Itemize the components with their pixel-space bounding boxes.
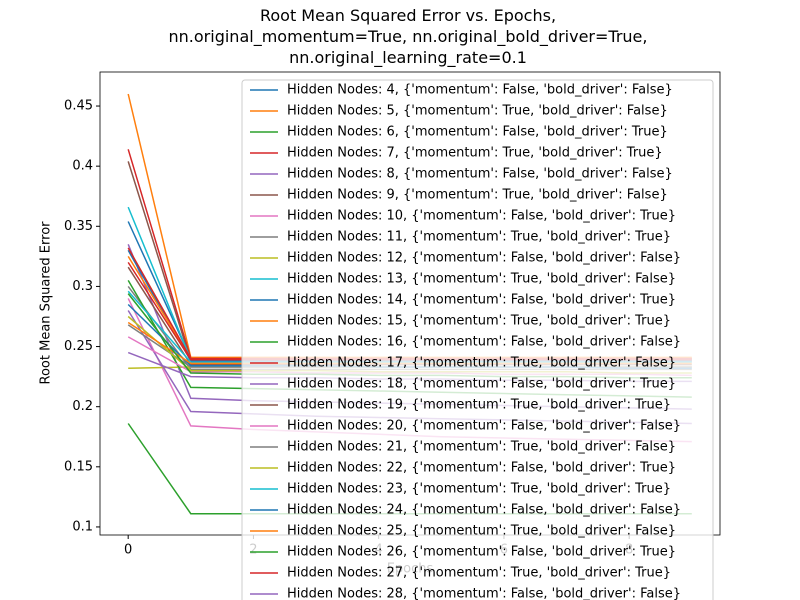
legend-label: Hidden Nodes: 20, {'momentum': False, 'b… [287,419,681,434]
y-tick-label: 0.4 [72,159,93,174]
chart-title: Root Mean Squared Error vs. Epochs, nn.or… [169,6,648,68]
y-tick-label: 0.35 [64,219,93,234]
legend-label: Hidden Nodes: 6, {'momentum': False, 'bo… [287,125,668,140]
x-tick-label: 0 [124,543,132,558]
legend-label: Hidden Nodes: 11, {'momentum': True, 'bo… [287,230,671,245]
legend-label: Hidden Nodes: 9, {'momentum': True, 'bol… [287,188,668,203]
legend-label: Hidden Nodes: 5, {'momentum': True, 'bol… [287,104,668,119]
legend-label: Hidden Nodes: 25, {'momentum': True, 'bo… [287,524,676,539]
legend-label: Hidden Nodes: 28, {'momentum': False, 'b… [287,587,681,600]
legend-box [241,79,714,600]
legend-label: Hidden Nodes: 4, {'momentum': False, 'bo… [287,83,673,98]
legend-label: Hidden Nodes: 14, {'momentum': False, 'b… [287,293,676,308]
y-tick-label: 0.15 [64,459,93,474]
legend-label: Hidden Nodes: 15, {'momentum': True, 'bo… [287,314,671,329]
legend-label: Hidden Nodes: 17, {'momentum': True, 'bo… [287,356,676,371]
legend-label: Hidden Nodes: 22, {'momentum': False, 'b… [287,461,676,476]
legend-label: Hidden Nodes: 24, {'momentum': False, 'b… [287,503,681,518]
y-tick-label: 0.25 [64,339,93,354]
legend-label: Hidden Nodes: 16, {'momentum': False, 'b… [287,335,681,350]
y-axis-label: Root Mean Squared Error [39,221,54,385]
y-tick-label: 0.2 [72,399,93,414]
legend-label: Hidden Nodes: 26, {'momentum': False, 'b… [287,545,676,560]
legend-label: Hidden Nodes: 10, {'momentum': False, 'b… [287,209,676,224]
legend-label: Hidden Nodes: 8, {'momentum': False, 'bo… [287,167,673,182]
legend-label: Hidden Nodes: 7, {'momentum': True, 'bol… [287,146,663,161]
legend-label: Hidden Nodes: 19, {'momentum': True, 'bo… [287,398,671,413]
legend-label: Hidden Nodes: 27, {'momentum': True, 'bo… [287,566,671,581]
y-tick-label: 0.45 [64,99,93,114]
y-tick-label: 0.1 [72,519,93,534]
y-tick-label: 0.3 [72,279,93,294]
legend-label: Hidden Nodes: 13, {'momentum': True, 'bo… [287,272,676,287]
legend-label: Hidden Nodes: 23, {'momentum': True, 'bo… [287,482,671,497]
legend-label: Hidden Nodes: 18, {'momentum': False, 'b… [287,377,676,392]
legend-label: Hidden Nodes: 12, {'momentum': False, 'b… [287,251,681,266]
legend-label: Hidden Nodes: 21, {'momentum': True, 'bo… [287,440,676,455]
legend: Hidden Nodes: 4, {'momentum': False, 'bo… [241,79,714,600]
